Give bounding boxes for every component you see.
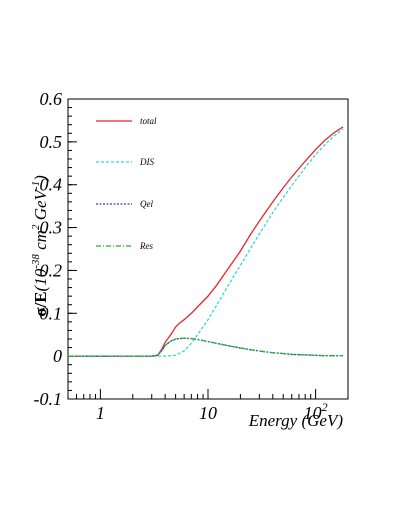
y-axis-title-exp2: 2: [30, 224, 42, 230]
y-axis-title-mid: cm: [31, 230, 50, 254]
y-axis-title-mid2: GeV: [31, 187, 50, 224]
x-tick-base: 10: [304, 403, 322, 423]
x-tick-label: 1: [96, 403, 105, 423]
x-tick-exponent: 2: [322, 400, 328, 414]
series-line-dis: [68, 128, 344, 357]
y-tick-label: 0: [53, 346, 62, 366]
y-tick-label: 0.1: [40, 303, 63, 323]
legend-label-total: total: [140, 116, 157, 126]
x-tick-label: 102: [304, 400, 328, 423]
y-axis-title-exp3: -1: [30, 181, 42, 190]
y-tick-label: -0.1: [34, 389, 63, 409]
legend-label-dis: DIS: [139, 157, 154, 167]
x-axis-title: Energy (GeV): [248, 411, 344, 430]
y-tick-label: 0.5: [40, 132, 63, 152]
series-line-total: [68, 126, 344, 357]
legend-label-res: Res: [139, 241, 153, 251]
x-tick-base: 1: [96, 403, 105, 423]
x-tick-label: 10: [199, 403, 217, 423]
legend-label-qel: Qel: [140, 199, 153, 209]
y-tick-label: 0.4: [40, 175, 63, 195]
x-axis-ticks: 1 10 102: [67, 389, 349, 423]
y-tick-label: 0.2: [40, 260, 63, 280]
y-tick-label: 0.3: [40, 218, 63, 238]
plot-frame: [67, 98, 349, 400]
y-axis-title-close: ): [31, 175, 50, 182]
y-axis-title-prefix: (10: [31, 268, 50, 291]
x-tick-base: 10: [199, 403, 217, 423]
y-axis-title-exp1: -38: [30, 254, 42, 269]
y-tick-label: 0.6: [40, 89, 63, 109]
legend: total DIS Qel Res: [96, 116, 157, 251]
series-layer: [68, 126, 344, 357]
y-axis-title: σ/E(10-38 cm2 GeV-1): [30, 175, 50, 317]
series-line-res: [68, 337, 344, 357]
y-axis-title-main: σ/E: [31, 291, 50, 316]
y-axis-ticks: -0.1 0 0.1 0.2 0.3 0.4 0.5 0.6: [34, 89, 77, 409]
